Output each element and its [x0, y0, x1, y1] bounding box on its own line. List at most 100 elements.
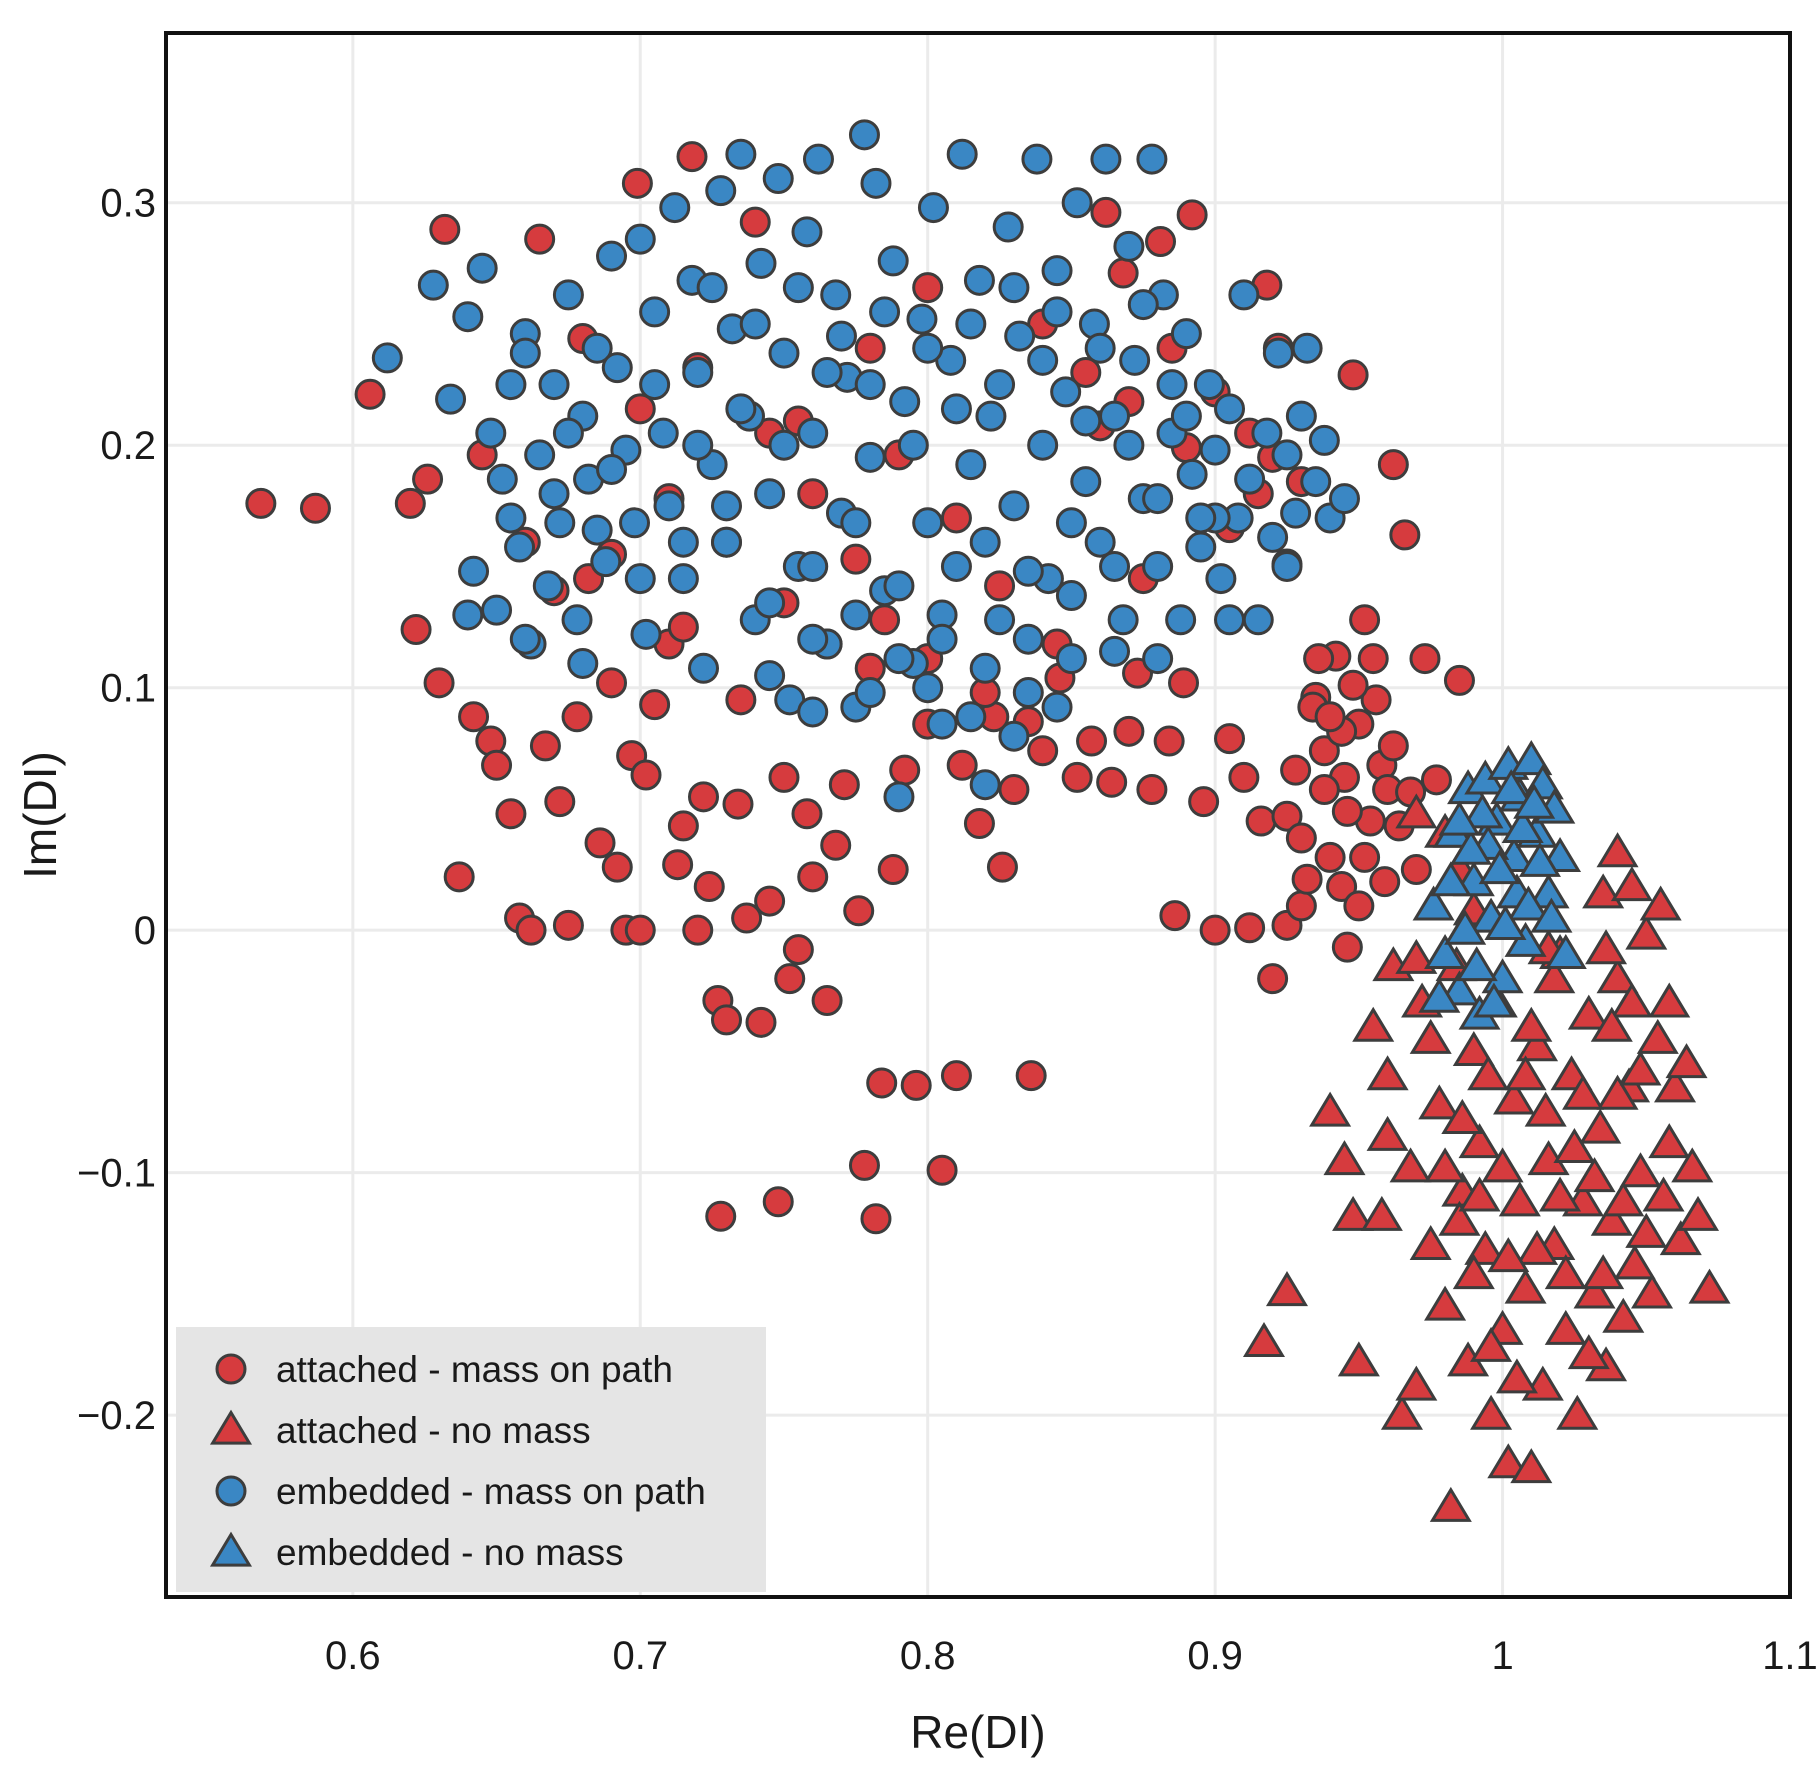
data-point-circle — [417, 269, 449, 301]
data-point-circle — [946, 749, 978, 781]
data-point-circle — [601, 352, 633, 384]
data-point-triangle — [1380, 1394, 1423, 1430]
data-point-circle — [912, 272, 944, 304]
data-point-triangle — [1493, 1079, 1536, 1115]
data-point-circle — [1314, 841, 1346, 873]
data-point-triangle — [1444, 909, 1487, 945]
y-tick-labels: 0.3 0.2 0.1 0 −0.1 −0.2 — [77, 182, 156, 1438]
data-point-circle — [791, 798, 823, 830]
data-point-circle — [802, 143, 834, 175]
series-attached-mass-on-path — [245, 141, 1475, 1235]
data-point-circle — [828, 769, 860, 801]
data-point-circle — [662, 849, 694, 881]
data-point-circle — [529, 730, 561, 762]
data-point-circle — [544, 786, 576, 818]
data-point-circle — [1331, 931, 1363, 963]
data-point-circle — [354, 378, 386, 410]
data-point-circle — [883, 781, 915, 813]
data-point-circle — [639, 689, 671, 721]
data-point-circle — [1228, 761, 1260, 793]
data-point-circle — [731, 902, 763, 934]
data-point-triangle — [1654, 1067, 1697, 1103]
data-point-triangle — [1510, 1448, 1553, 1484]
data-point-triangle — [1639, 885, 1682, 921]
series-embedded-no-mass — [1412, 740, 1587, 1030]
data-point-triangle — [1596, 1074, 1639, 1110]
data-point-circle — [984, 604, 1016, 636]
data-point-circle — [552, 417, 584, 449]
data-point-circle — [963, 264, 995, 296]
data-point-circle — [889, 754, 921, 786]
data-point-triangle — [1590, 1200, 1633, 1236]
data-point-circle — [1170, 400, 1202, 432]
data-point-triangle — [1544, 1254, 1587, 1290]
data-point-circle — [1193, 369, 1225, 401]
data-point-triangle — [1418, 1084, 1461, 1120]
data-point-circle — [1285, 400, 1317, 432]
data-point-circle — [659, 192, 691, 224]
data-point-triangle — [1507, 885, 1550, 921]
legend-background — [176, 1327, 766, 1592]
data-point-circle — [840, 599, 872, 631]
data-point-circle — [1041, 691, 1073, 723]
data-point-circle — [596, 453, 628, 485]
x-tick-label: 1 — [1491, 1634, 1513, 1678]
data-point-triangle — [1544, 1309, 1587, 1345]
data-point-circle — [774, 963, 806, 995]
data-point-circle — [584, 827, 616, 859]
data-point-circle — [825, 320, 857, 352]
data-point-circle — [1070, 405, 1102, 437]
data-point-circle — [1136, 774, 1168, 806]
data-point-circle — [710, 526, 742, 558]
data-point-circle — [926, 1154, 958, 1186]
data-point-circle — [869, 604, 901, 636]
data-point-triangle — [1484, 904, 1527, 940]
data-point-circle — [1027, 429, 1059, 461]
data-point-circle — [725, 138, 757, 170]
x-axis-title: Re(DI) — [910, 1706, 1045, 1758]
data-point-circle — [1096, 766, 1128, 798]
data-point-circle — [1303, 643, 1335, 675]
data-point-circle — [394, 487, 426, 519]
data-point-triangle — [1648, 982, 1691, 1018]
data-point-circle — [998, 490, 1030, 522]
legend-marker-triangle — [209, 1531, 253, 1567]
data-point-triangle — [1452, 1254, 1495, 1290]
x-tick-label: 0.6 — [325, 1634, 381, 1678]
data-point-circle — [797, 550, 829, 582]
data-point-circle — [1214, 604, 1246, 636]
data-point-circle — [693, 871, 725, 903]
data-point-circle — [630, 618, 662, 650]
data-point-triangle — [1602, 1297, 1645, 1333]
y-tick-label: 0.1 — [100, 667, 156, 711]
data-point-circle — [854, 369, 886, 401]
data-point-circle — [1271, 550, 1303, 582]
data-point-circle — [1400, 854, 1432, 886]
data-point-circle — [854, 332, 886, 364]
data-point-circle — [1443, 664, 1475, 696]
data-point-circle — [1280, 754, 1312, 786]
data-point-circle — [768, 429, 800, 461]
data-point-triangle — [1610, 982, 1653, 1018]
data-point-triangle — [1498, 1181, 1541, 1217]
data-point-circle — [1099, 635, 1131, 667]
data-point-triangle — [1553, 1127, 1596, 1164]
y-tick-label: 0 — [134, 909, 156, 953]
data-point-triangle — [1472, 982, 1515, 1018]
data-point-triangle — [1510, 740, 1553, 776]
data-point-circle — [1214, 393, 1246, 425]
data-point-circle — [820, 829, 852, 861]
data-point-circle — [912, 507, 944, 539]
data-point-circle — [797, 623, 829, 655]
data-point-circle — [1291, 332, 1323, 364]
data-point-triangle — [1516, 1026, 1559, 1062]
data-point-circle — [1012, 623, 1044, 655]
data-point-circle — [782, 272, 814, 304]
data-point-circle — [877, 245, 909, 277]
data-point-circle — [710, 1004, 742, 1036]
data-point-circle — [1012, 677, 1044, 709]
x-tick-label: 1.1 — [1762, 1634, 1816, 1678]
data-point-triangle — [1438, 800, 1481, 836]
data-point-triangle — [1332, 1195, 1375, 1231]
